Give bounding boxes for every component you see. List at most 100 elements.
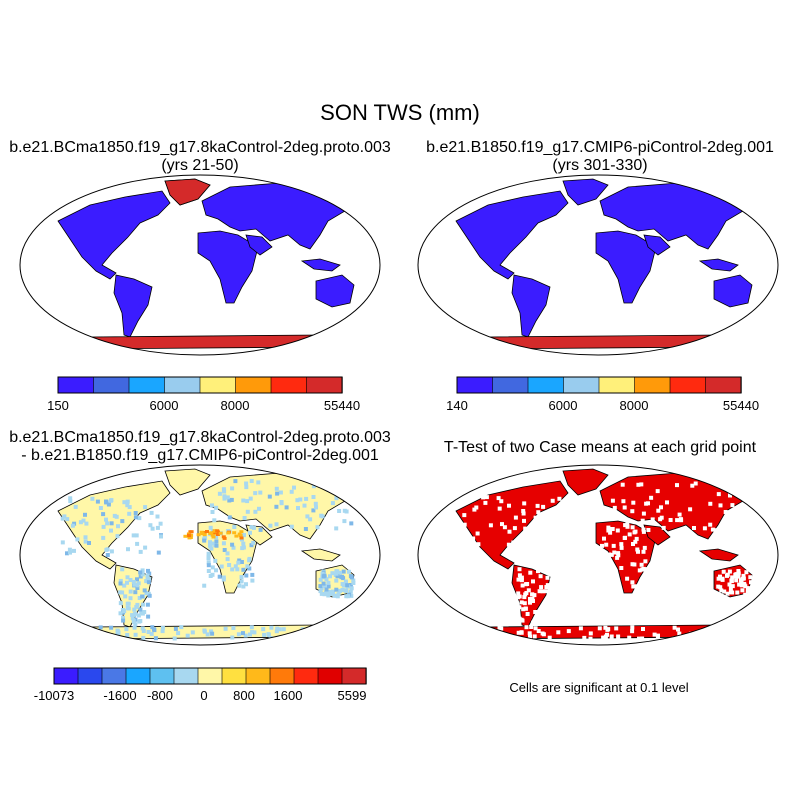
colorbar-swatch — [77, 667, 103, 685]
nonsignificant-cell — [597, 626, 602, 631]
colorbar-swatch — [563, 376, 600, 394]
nonsignificant-cell — [635, 547, 640, 552]
difference-cell — [206, 563, 211, 568]
difference-cell — [116, 630, 121, 635]
nonsignificant-cell — [539, 527, 543, 532]
difference-cell — [244, 485, 249, 490]
colorbar-top-right — [456, 376, 742, 394]
difference-cell — [125, 575, 130, 580]
difference-cell — [185, 633, 190, 638]
nonsignificant-cell — [499, 499, 504, 504]
nonsignificant-cell — [522, 518, 526, 523]
nonsignificant-cell — [730, 503, 735, 508]
nonsignificant-cell — [610, 567, 615, 572]
difference-cell — [214, 505, 219, 510]
nonsignificant-cell — [745, 586, 750, 591]
nonsignificant-cell — [526, 588, 531, 593]
nonsignificant-cell — [636, 482, 641, 487]
nonsignificant-cell — [610, 527, 615, 531]
nonsignificant-cell — [633, 529, 638, 534]
colorbar-top-left-swatches — [57, 376, 343, 394]
nonsignificant-cell — [497, 506, 502, 511]
nonsignificant-cell — [462, 498, 467, 503]
nonsignificant-cell — [622, 505, 627, 510]
difference-cell — [210, 631, 215, 636]
nonsignificant-cell — [611, 579, 616, 583]
nonsignificant-cell — [488, 523, 493, 528]
difference-cell — [213, 558, 218, 563]
nonsignificant-cell — [609, 634, 614, 639]
difference-cell — [316, 632, 321, 637]
nonsignificant-cell — [516, 577, 521, 582]
nonsignificant-cell — [521, 509, 526, 513]
nonsignificant-cell — [537, 516, 542, 521]
nonsignificant-cell — [484, 495, 489, 500]
difference-cell — [322, 573, 327, 578]
nonsignificant-cell — [647, 567, 652, 571]
difference-cell — [120, 519, 125, 524]
difference-cell — [317, 634, 322, 638]
difference-cell — [132, 625, 137, 630]
difference-cell — [296, 506, 300, 510]
difference-cell — [214, 543, 219, 548]
nonsignificant-cell — [739, 578, 744, 583]
difference-cell — [318, 589, 323, 594]
colorbar-swatch — [270, 376, 308, 394]
nonsignificant-cell — [462, 513, 467, 518]
difference-cell — [130, 616, 135, 621]
nonsignificant-cell — [531, 620, 536, 625]
difference-cell — [222, 536, 227, 540]
globe-outline — [417, 174, 779, 356]
nonsignificant-cell — [517, 567, 522, 572]
panel-top-right: b.e21.B1850.f19_g17.CMIP6-piControl-2deg… — [417, 139, 779, 413]
nonsignificant-cell — [525, 612, 530, 616]
difference-cell — [349, 593, 354, 598]
colorbar-top-right-label-3: 8000 — [620, 398, 649, 413]
nonsignificant-cell — [630, 562, 635, 567]
difference-cell — [98, 632, 103, 637]
difference-cell — [104, 499, 108, 504]
difference-cell — [292, 485, 296, 490]
map-top-left — [19, 174, 381, 356]
difference-cell — [326, 591, 331, 596]
nonsignificant-cell — [717, 593, 722, 598]
difference-cell — [149, 510, 154, 515]
difference-cell — [206, 554, 211, 559]
difference-cell — [225, 495, 230, 500]
nonsignificant-cell — [721, 569, 726, 574]
difference-cell — [333, 593, 338, 598]
difference-cell — [122, 500, 127, 505]
nonsignificant-cell — [646, 528, 651, 532]
difference-cell — [218, 531, 223, 535]
nonsignificant-cell — [641, 627, 645, 631]
difference-cell — [144, 591, 149, 596]
nonsignificant-cell — [540, 541, 545, 546]
difference-cell — [326, 584, 331, 589]
nonsignificant-cell — [716, 492, 721, 497]
nonsignificant-cell — [720, 577, 725, 582]
difference-cell — [266, 633, 271, 637]
nonsignificant-cell — [605, 627, 610, 632]
nonsignificant-cell — [516, 591, 521, 596]
difference-cell — [231, 545, 236, 550]
difference-cell — [131, 533, 136, 538]
difference-cell — [210, 510, 215, 514]
difference-cell — [278, 636, 283, 641]
difference-cell — [239, 530, 244, 534]
colorbar-swatch — [269, 667, 295, 685]
difference-cell — [179, 625, 184, 630]
difference-cell — [237, 558, 242, 563]
colorbar-swatch — [128, 376, 166, 394]
nonsignificant-cell — [740, 588, 745, 593]
nonsignificant-cell — [512, 526, 517, 531]
difference-cell — [324, 577, 329, 582]
nonsignificant-cell — [522, 595, 527, 600]
difference-cell — [340, 574, 345, 579]
nonsignificant-cell — [535, 503, 540, 508]
nonsignificant-cell — [604, 542, 609, 547]
nonsignificant-cell — [519, 550, 524, 555]
difference-cell — [147, 571, 152, 576]
nonsignificant-cell — [735, 526, 740, 531]
globe-outline — [417, 464, 779, 646]
difference-cell — [131, 619, 136, 623]
